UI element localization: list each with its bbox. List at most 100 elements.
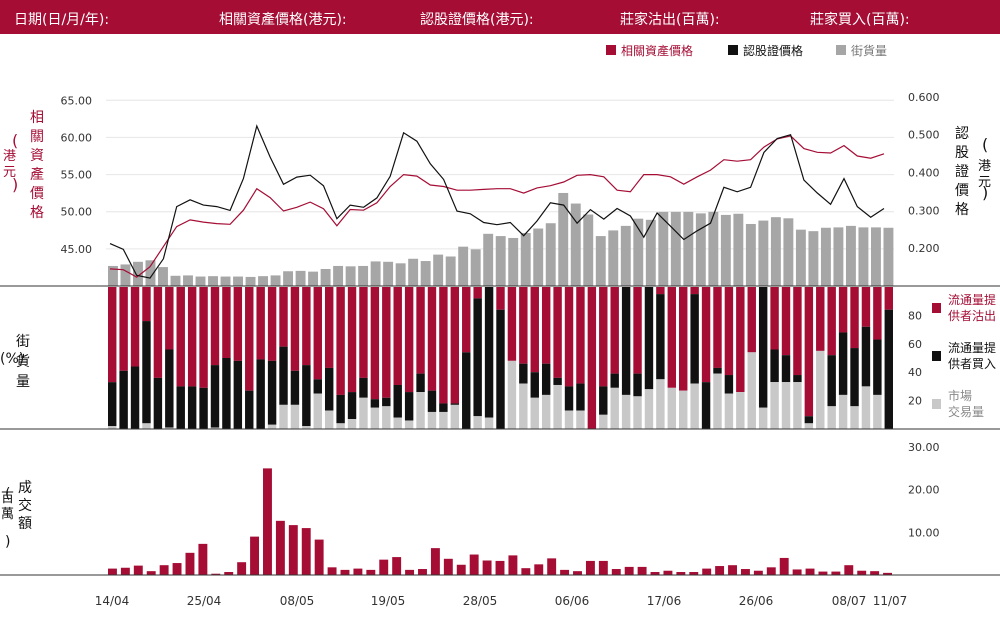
lp-sell-bar	[553, 287, 562, 378]
lp-buy-bar	[199, 387, 208, 429]
outstanding-bar	[683, 211, 694, 286]
outstanding-bar	[833, 227, 844, 286]
outstanding-bar	[208, 276, 218, 286]
market-volume-bar	[416, 392, 425, 429]
lp-buy-bar	[130, 366, 140, 429]
outstanding-bar	[483, 233, 494, 286]
lp-buy-bar	[770, 349, 779, 383]
underlying-price-line	[109, 135, 885, 278]
turnover-bar	[288, 525, 298, 575]
lp-buy-bar	[564, 386, 574, 411]
outstanding-bar	[520, 233, 531, 286]
mid-axis-unit: (%)	[0, 351, 24, 367]
right-axis-paren: (	[982, 135, 988, 154]
lp-buy-bar	[713, 367, 722, 374]
lp-sell-bar	[827, 287, 836, 356]
lp-sell-bar	[382, 287, 391, 398]
lp-buy-bar	[119, 370, 128, 429]
turnover-bar	[870, 571, 880, 575]
outstanding-bar	[295, 270, 306, 286]
legend-label-lp-sell: 供者沽出	[948, 309, 996, 323]
turnover-bar	[469, 554, 479, 575]
lp-sell-bar	[313, 287, 322, 380]
lp-buy-bar	[599, 386, 608, 415]
lp-sell-bar	[233, 287, 243, 361]
lp-sell-bar	[713, 287, 722, 368]
warrant-price-label: 認股證價格(港元):	[420, 12, 534, 28]
right-tick-label: 0.400	[908, 167, 940, 180]
lp-buy-bar	[484, 287, 494, 418]
lp-buy-bar	[541, 363, 551, 395]
lp-buy-bar	[793, 375, 802, 383]
lp-buy-bar	[279, 346, 288, 405]
turnover-bar	[573, 571, 582, 575]
outstanding-bar	[883, 227, 894, 286]
outstanding-bar	[783, 218, 794, 286]
lp-sell-bar	[245, 287, 254, 391]
lp-sell-bar	[587, 287, 597, 429]
market-volume-bar	[279, 404, 288, 429]
legend-swatch-warrant	[728, 45, 738, 55]
left-axis-paren: )	[12, 175, 18, 194]
lp-buy-bar	[838, 332, 848, 395]
turnover-bar	[379, 559, 389, 575]
turnover-bar	[805, 568, 815, 575]
market-volume-bar	[770, 382, 779, 429]
legend-label-underlying: 相關資產價格	[621, 43, 693, 58]
turnover-bar	[831, 571, 841, 575]
market-volume-bar	[359, 397, 368, 429]
mid-tick-label: 80	[908, 309, 922, 322]
turnover-bar	[585, 560, 595, 575]
lp-sell-bar	[165, 287, 174, 350]
turnover-bar	[883, 572, 892, 575]
outstanding-bar	[533, 228, 544, 286]
bottom-tick-label: 20.00	[908, 484, 940, 497]
x-tick-label: 14/04	[95, 594, 130, 608]
legend-label-warrant: 認股證價格	[743, 43, 803, 58]
right-axis-title-char: 價	[955, 182, 969, 199]
turnover-bar	[689, 572, 699, 575]
turnover-bar	[366, 569, 376, 575]
lp-sell-bar	[667, 287, 677, 388]
lp-sell-bar	[564, 287, 574, 387]
turnover-bar	[676, 572, 686, 575]
lp-buy-bar	[701, 382, 711, 429]
market-volume-bar	[804, 423, 814, 429]
outstanding-bar	[633, 218, 644, 286]
lp-sell-bar	[770, 287, 779, 350]
lp-buy-bar	[427, 390, 437, 412]
lp-buy-bar	[302, 365, 311, 427]
lp-buy-bar	[210, 365, 220, 428]
turnover-bar	[430, 548, 440, 575]
right-axis-paren: )	[982, 183, 988, 202]
lp-buy-bar	[142, 321, 151, 424]
outstanding-bar	[383, 261, 394, 286]
right-tick-label: 0.200	[908, 242, 940, 255]
market-volume-bar	[610, 387, 619, 429]
right-axis-title-char: 股	[955, 145, 969, 161]
lp-sell-bar	[541, 287, 551, 364]
lp-buy-bar	[462, 352, 471, 429]
market-volume-bar	[850, 406, 859, 429]
outstanding-bar	[733, 213, 744, 286]
turnover-bar	[327, 567, 337, 575]
outstanding-bar	[220, 276, 231, 286]
lp-sell-bar	[359, 287, 368, 378]
market-volume-bar	[382, 406, 391, 429]
legend-label-market: 市場	[948, 388, 972, 403]
lp-sell-bar	[736, 287, 745, 393]
turnover-bar	[392, 557, 402, 575]
market-volume-bar	[324, 410, 334, 429]
lp-buy-bar	[222, 358, 231, 429]
market-volume-bar	[347, 419, 357, 429]
lp-buy-bar	[187, 386, 197, 429]
lp-buy-bar	[804, 416, 814, 424]
turnover-bar	[844, 565, 854, 575]
market-volume-bar	[267, 424, 277, 429]
lp-sell-bar	[804, 287, 814, 417]
turnover-bar	[779, 557, 789, 575]
market-volume-bar	[450, 404, 460, 429]
outstanding-bar	[858, 227, 869, 286]
turnover-bar	[728, 565, 737, 575]
